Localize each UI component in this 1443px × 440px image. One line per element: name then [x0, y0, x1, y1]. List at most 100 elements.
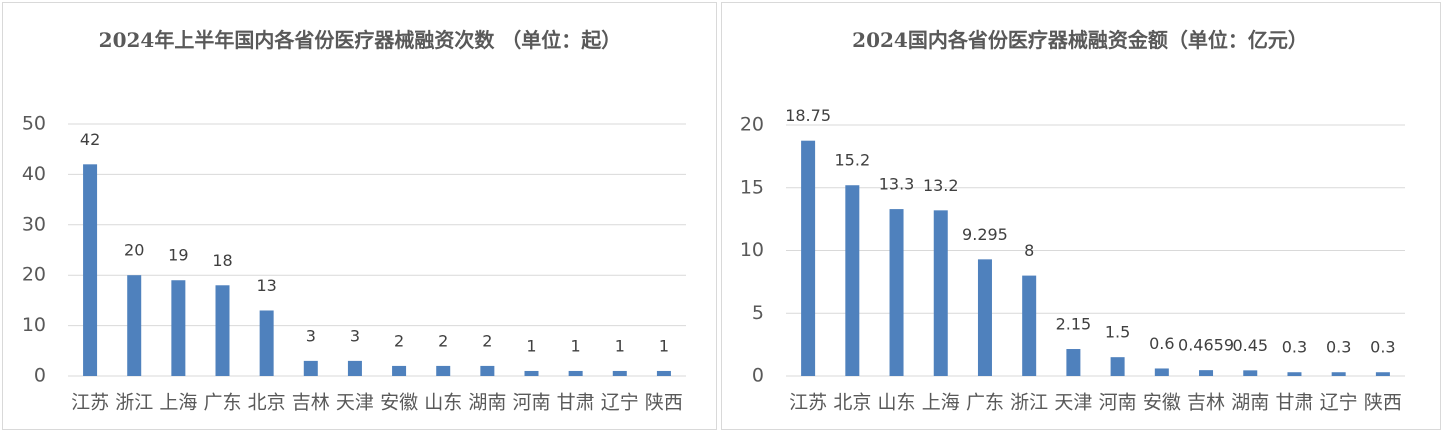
data-label: 18 [212, 251, 232, 270]
bar [889, 209, 904, 376]
data-label: 3 [306, 326, 316, 345]
x-tick-label: 北京 [833, 392, 871, 414]
data-label: 1.5 [1105, 323, 1130, 342]
bar [127, 275, 142, 376]
data-label: 2 [438, 331, 448, 350]
bar [303, 360, 318, 376]
x-tick-label: 北京 [248, 392, 286, 414]
bar [1375, 372, 1390, 376]
bar [215, 285, 230, 376]
y-tick-label: 0 [752, 365, 764, 387]
panel [721, 2, 1441, 430]
data-label: 42 [80, 130, 100, 149]
bar [480, 365, 495, 376]
data-label: 20 [124, 241, 144, 260]
data-label: 15.2 [835, 151, 871, 170]
bar [612, 370, 627, 376]
x-tick-label: 辽宁 [601, 392, 639, 414]
bar [436, 365, 451, 376]
bar [801, 140, 816, 376]
data-label: 0.45 [1232, 336, 1268, 355]
x-tick-label: 广东 [203, 392, 241, 414]
x-tick-label: 湖南 [1231, 392, 1269, 414]
data-label: 1 [615, 336, 625, 355]
x-tick-label: 陕西 [645, 392, 683, 414]
data-label: 1 [659, 336, 669, 355]
chart-title: 2024国内各省份医疗器械融资金额（单位：亿元） [852, 28, 1308, 52]
x-tick-label: 吉林 [1187, 392, 1225, 414]
x-tick-label: 河南 [512, 392, 550, 414]
y-tick-label: 0 [34, 365, 46, 387]
bar [1199, 370, 1214, 376]
x-tick-label: 江苏 [789, 392, 827, 414]
chart-title: 2024年上半年国内各省份医疗器械融资次数 （单位：起） [98, 28, 622, 52]
x-tick-label: 上海 [922, 392, 960, 414]
x-tick-label: 安徽 [1143, 392, 1181, 414]
data-label: 9.295 [962, 225, 1008, 244]
bar [171, 280, 186, 376]
data-label: 1 [571, 336, 581, 355]
data-label: 13.2 [923, 176, 959, 195]
bar [1154, 368, 1169, 376]
data-label: 8 [1024, 241, 1034, 260]
data-label: 0.4659 [1178, 336, 1234, 355]
data-label: 2.15 [1056, 315, 1092, 334]
data-label: 2 [482, 331, 492, 350]
x-tick-label: 天津 [1054, 392, 1092, 414]
bar [933, 210, 948, 376]
bar [845, 185, 860, 376]
data-label: 18.75 [785, 106, 831, 125]
data-label: 2 [394, 331, 404, 350]
bar [977, 259, 992, 376]
y-tick-label: 20 [740, 114, 764, 136]
x-tick-label: 上海 [159, 392, 197, 414]
data-label: 1 [526, 336, 536, 355]
x-tick-label: 浙江 [115, 392, 153, 414]
bar [1066, 349, 1081, 376]
bar [83, 164, 98, 376]
data-label: 0.3 [1282, 338, 1307, 357]
y-tick-label: 15 [740, 176, 764, 198]
bar [568, 370, 583, 376]
x-tick-label: 陕西 [1364, 392, 1402, 414]
data-label: 19 [168, 246, 188, 265]
bar [1243, 370, 1258, 376]
x-tick-label: 甘肃 [1275, 392, 1313, 414]
data-label: 13 [256, 276, 276, 295]
x-tick-label: 安徽 [380, 392, 418, 414]
x-tick-label: 甘肃 [557, 392, 595, 414]
data-label: 0.3 [1370, 338, 1395, 357]
bar [656, 370, 671, 376]
x-tick-label: 江苏 [71, 392, 109, 414]
y-tick-label: 50 [22, 113, 46, 135]
bar [1110, 357, 1125, 376]
data-label: 3 [350, 326, 360, 345]
bar [347, 360, 362, 376]
x-tick-label: 河南 [1099, 392, 1137, 414]
bar [259, 310, 274, 376]
x-tick-label: 浙江 [1010, 392, 1048, 414]
bar [1287, 372, 1302, 376]
bar [1022, 275, 1037, 376]
x-tick-label: 天津 [336, 392, 374, 414]
data-label: 0.3 [1326, 338, 1351, 357]
bar [392, 365, 407, 376]
y-tick-label: 30 [22, 213, 46, 235]
data-label: 0.6 [1149, 334, 1174, 353]
bar [1331, 372, 1346, 376]
y-tick-label: 10 [22, 314, 46, 336]
y-tick-label: 40 [22, 163, 46, 185]
x-tick-label: 山东 [424, 392, 462, 414]
y-tick-label: 5 [752, 302, 764, 324]
y-tick-label: 20 [22, 264, 46, 286]
x-tick-label: 广东 [966, 392, 1004, 414]
data-label: 13.3 [879, 175, 915, 194]
x-tick-label: 辽宁 [1320, 392, 1358, 414]
x-tick-label: 山东 [878, 392, 916, 414]
panel [2, 2, 717, 430]
x-tick-label: 湖南 [468, 392, 506, 414]
x-tick-label: 吉林 [292, 392, 330, 414]
y-tick-label: 10 [740, 239, 764, 261]
